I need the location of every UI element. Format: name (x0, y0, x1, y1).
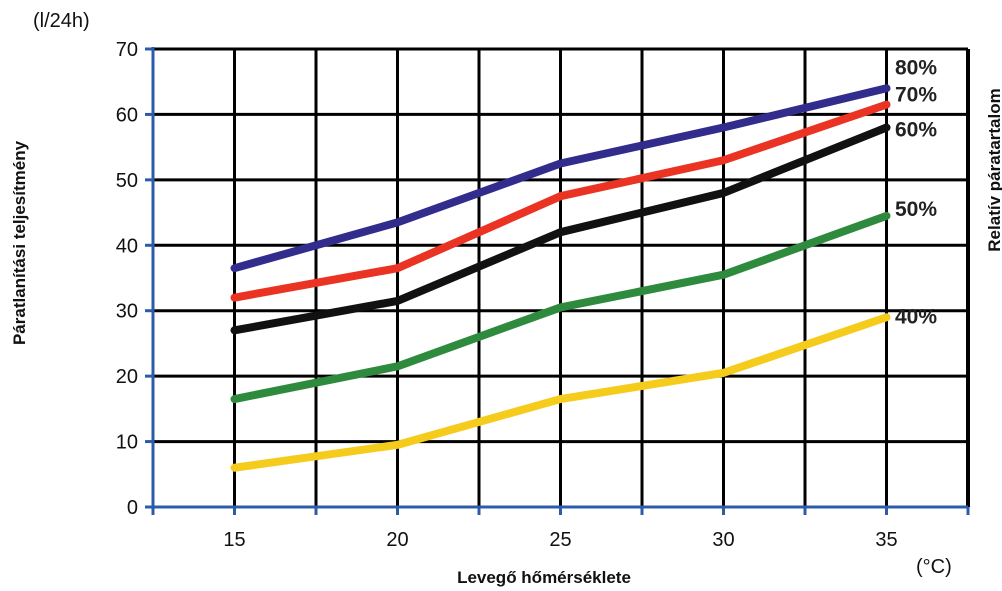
y-tick-labels: 0 10 20 30 40 50 60 70 (116, 39, 138, 519)
y-tick-label: 40 (116, 235, 138, 257)
series-label: 70% (895, 84, 937, 107)
y-tick-label: 10 (116, 432, 138, 454)
series-line (230, 100, 891, 302)
x-tick-label: 30 (712, 529, 734, 551)
chart-grid (153, 49, 968, 507)
x-tick-labels: 15 20 25 30 35 (223, 529, 897, 551)
chart-series (230, 84, 891, 472)
y-tick-label: 50 (116, 170, 138, 192)
y-tick-label: 20 (116, 366, 138, 388)
x-tick-label: 25 (549, 529, 571, 551)
y-axis-label: Páratlanítási teljesítmény (10, 140, 29, 345)
x-unit-label: (°C) (916, 556, 952, 578)
series-label: 40% (895, 305, 937, 328)
series-label: 80% (895, 56, 937, 79)
series-line (230, 84, 891, 273)
x-tick-label: 35 (875, 529, 897, 551)
right-axis-label: Relatív páratartalom (985, 88, 1002, 251)
series-label: 50% (895, 198, 937, 221)
chart-frame (145, 47, 970, 515)
y-unit-label: (l/24h) (33, 10, 90, 32)
series-label: 60% (895, 119, 937, 142)
series-line (230, 123, 891, 335)
series-line (230, 313, 891, 472)
x-tick-label: 20 (386, 529, 408, 551)
y-tick-label: 60 (116, 104, 138, 126)
x-axis-label: Levegő hőmérséklete (457, 568, 631, 587)
series-labels: 80% 70% 60% 50% 40% (895, 56, 937, 328)
y-tick-label: 0 (127, 497, 138, 519)
y-tick-label: 30 (116, 301, 138, 323)
series-line (230, 211, 891, 404)
x-tick-label: 15 (223, 529, 245, 551)
y-tick-label: 70 (116, 39, 138, 61)
